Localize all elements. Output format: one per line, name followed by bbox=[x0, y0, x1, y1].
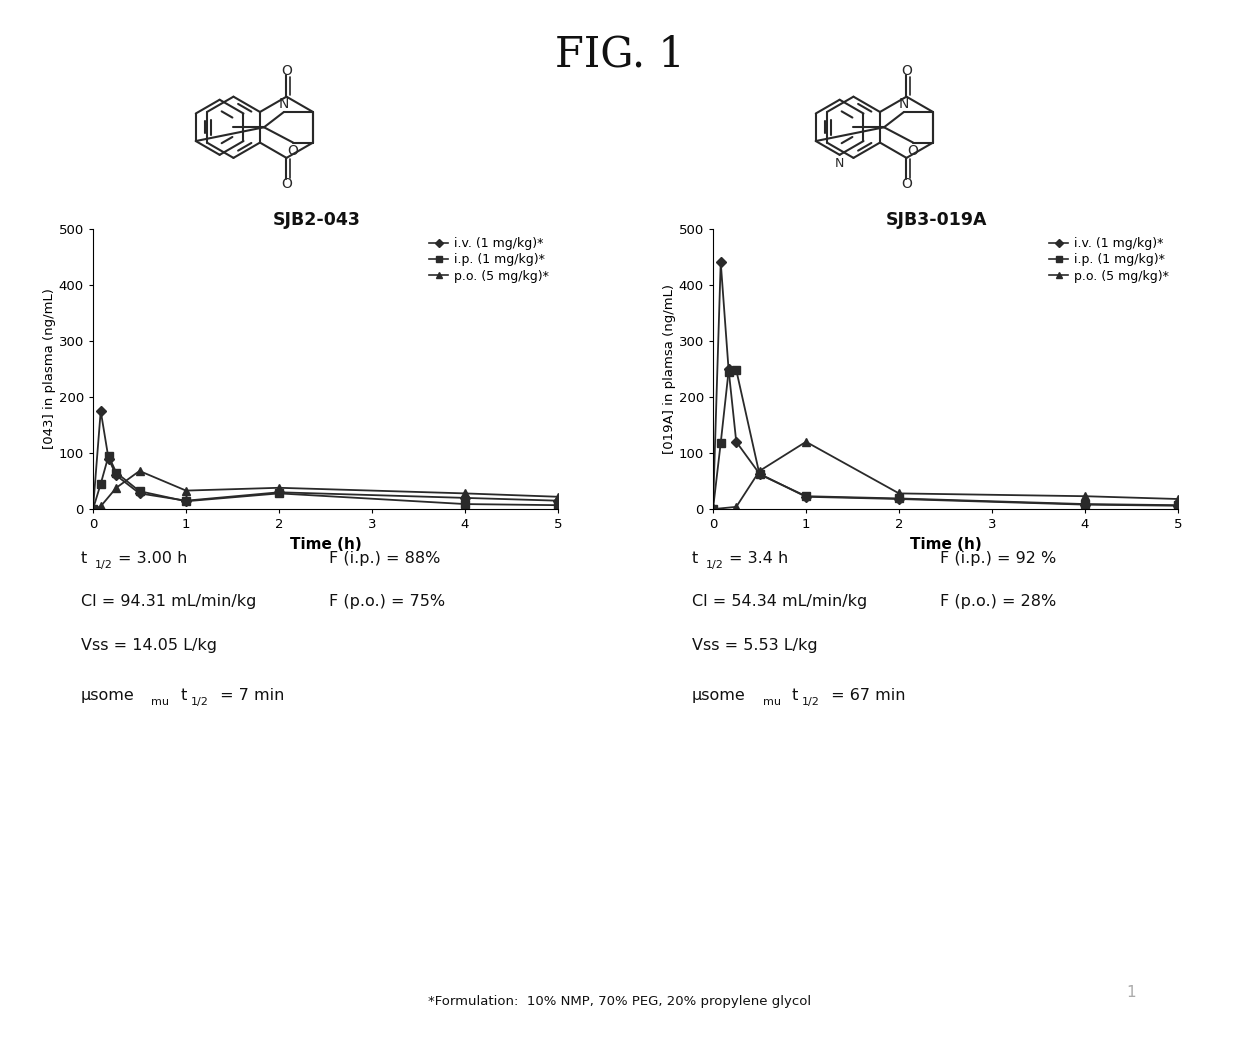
Text: F (i.p.) = 92 %: F (i.p.) = 92 % bbox=[940, 551, 1056, 565]
Text: O: O bbox=[901, 63, 911, 78]
Text: μsome: μsome bbox=[692, 688, 745, 702]
Text: μsome: μsome bbox=[81, 688, 134, 702]
Text: F (p.o.) = 75%: F (p.o.) = 75% bbox=[329, 594, 445, 609]
Text: F (i.p.) = 88%: F (i.p.) = 88% bbox=[329, 551, 440, 565]
Text: 1/2: 1/2 bbox=[802, 697, 820, 708]
Text: N: N bbox=[279, 98, 289, 111]
Text: t: t bbox=[787, 688, 799, 702]
Text: = 7 min: = 7 min bbox=[215, 688, 284, 702]
Text: Cl = 94.31 mL/min/kg: Cl = 94.31 mL/min/kg bbox=[81, 594, 255, 609]
Text: N: N bbox=[899, 98, 909, 111]
Text: N: N bbox=[835, 157, 844, 169]
X-axis label: Time (h): Time (h) bbox=[910, 537, 981, 552]
Text: t: t bbox=[692, 551, 698, 565]
Text: SJB3-019A: SJB3-019A bbox=[885, 211, 987, 229]
Text: = 3.4 h: = 3.4 h bbox=[729, 551, 789, 565]
Text: F (p.o.) = 28%: F (p.o.) = 28% bbox=[940, 594, 1056, 609]
Text: O: O bbox=[281, 177, 291, 191]
Text: SJB2-043: SJB2-043 bbox=[273, 211, 360, 229]
Text: mu: mu bbox=[151, 697, 170, 708]
Text: 1: 1 bbox=[1126, 985, 1136, 1000]
Legend: i.v. (1 mg/kg)*, i.p. (1 mg/kg)*, p.o. (5 mg/kg)*: i.v. (1 mg/kg)*, i.p. (1 mg/kg)*, p.o. (… bbox=[1047, 235, 1172, 285]
Y-axis label: [019A] in plamsa (ng/mL): [019A] in plamsa (ng/mL) bbox=[663, 284, 676, 454]
Text: Cl = 54.34 mL/min/kg: Cl = 54.34 mL/min/kg bbox=[692, 594, 867, 609]
Text: mu: mu bbox=[763, 697, 781, 708]
Text: = 67 min: = 67 min bbox=[826, 688, 905, 702]
Text: O: O bbox=[901, 177, 911, 191]
Text: t: t bbox=[176, 688, 187, 702]
Text: 1/2: 1/2 bbox=[94, 560, 113, 570]
Text: O: O bbox=[281, 63, 291, 78]
Legend: i.v. (1 mg/kg)*, i.p. (1 mg/kg)*, p.o. (5 mg/kg)*: i.v. (1 mg/kg)*, i.p. (1 mg/kg)*, p.o. (… bbox=[427, 235, 552, 285]
Text: Vss = 5.53 L/kg: Vss = 5.53 L/kg bbox=[692, 638, 817, 652]
Text: FIG. 1: FIG. 1 bbox=[556, 33, 684, 75]
Text: O: O bbox=[288, 144, 299, 158]
Text: 1/2: 1/2 bbox=[707, 560, 724, 570]
Text: 1/2: 1/2 bbox=[191, 697, 208, 708]
X-axis label: Time (h): Time (h) bbox=[290, 537, 361, 552]
Text: *Formulation:  10% NMP, 70% PEG, 20% propylene glycol: *Formulation: 10% NMP, 70% PEG, 20% prop… bbox=[429, 995, 811, 1009]
Text: Vss = 14.05 L/kg: Vss = 14.05 L/kg bbox=[81, 638, 217, 652]
Text: = 3.00 h: = 3.00 h bbox=[118, 551, 187, 565]
Text: O: O bbox=[908, 144, 919, 158]
Y-axis label: [043] in plasma (ng/mL): [043] in plasma (ng/mL) bbox=[43, 289, 56, 449]
Text: t: t bbox=[81, 551, 87, 565]
